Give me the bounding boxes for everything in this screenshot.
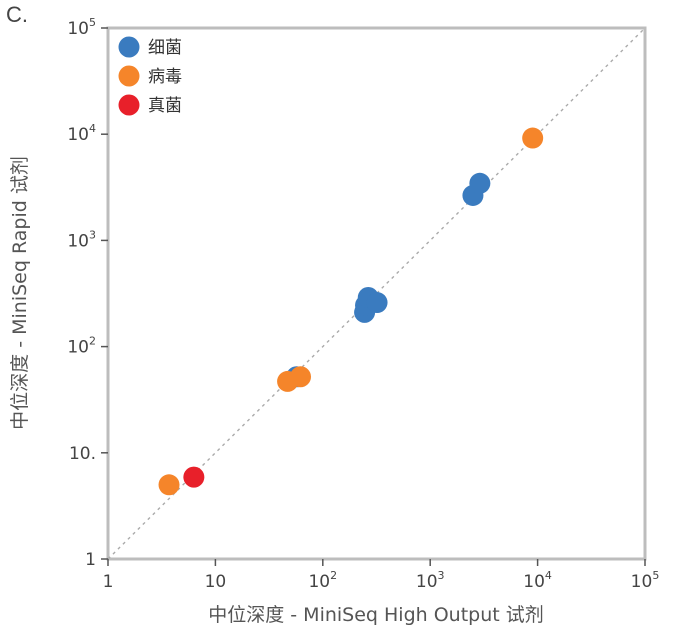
y-tick-label: 104: [67, 122, 96, 145]
y-axis-ticks: 1 10. 102 103 104 105: [67, 16, 108, 570]
data-points: [158, 127, 544, 496]
x-tick-label: 1: [103, 572, 114, 592]
y-tick-label: 105: [67, 16, 96, 39]
legend-marker: [118, 65, 140, 87]
y-tick-label-exponent: 4: [89, 122, 96, 135]
data-point: [522, 127, 544, 149]
x-tick-label: 10: [205, 572, 227, 592]
legend-label: 细菌: [148, 38, 182, 58]
x-tick-label-exponent: 2: [330, 569, 337, 582]
legend-label: 真菌: [148, 96, 182, 116]
data-point: [183, 466, 205, 488]
x-tick-label: 105: [631, 569, 660, 592]
panel-label: C.: [6, 2, 28, 27]
y-tick-label: 1: [85, 550, 96, 570]
y-tick-label-exponent: 5: [89, 16, 96, 29]
x-tick-label: 102: [308, 569, 337, 592]
data-point: [469, 172, 491, 194]
x-tick-label-exponent: 5: [652, 569, 659, 582]
legend-marker: [118, 94, 140, 116]
x-tick-label-exponent: 3: [438, 569, 445, 582]
legend-label: 病毒: [148, 67, 182, 87]
plot-frame: [106, 26, 647, 561]
legend-marker: [118, 36, 140, 58]
y-tick-label: 102: [67, 335, 96, 358]
y-axis-title: 中位深度 - MiniSeq Rapid 试剂: [9, 156, 31, 430]
x-axis-ticks: 1 10 102 103 104 105: [103, 559, 660, 592]
y-tick-label-exponent: 3: [89, 228, 96, 241]
x-tick-label-exponent: 4: [545, 569, 552, 582]
y-tick-label: 10.: [69, 444, 96, 464]
data-point: [290, 366, 312, 388]
data-point: [158, 474, 180, 496]
x-tick-label: 103: [416, 569, 445, 592]
data-point: [366, 292, 388, 314]
x-axis-title: 中位深度 - MiniSeq High Output 试剂: [208, 604, 544, 626]
y-tick-label-exponent: 2: [89, 335, 96, 348]
y-tick-label: 103: [67, 228, 96, 251]
x-tick-label: 104: [523, 569, 552, 592]
